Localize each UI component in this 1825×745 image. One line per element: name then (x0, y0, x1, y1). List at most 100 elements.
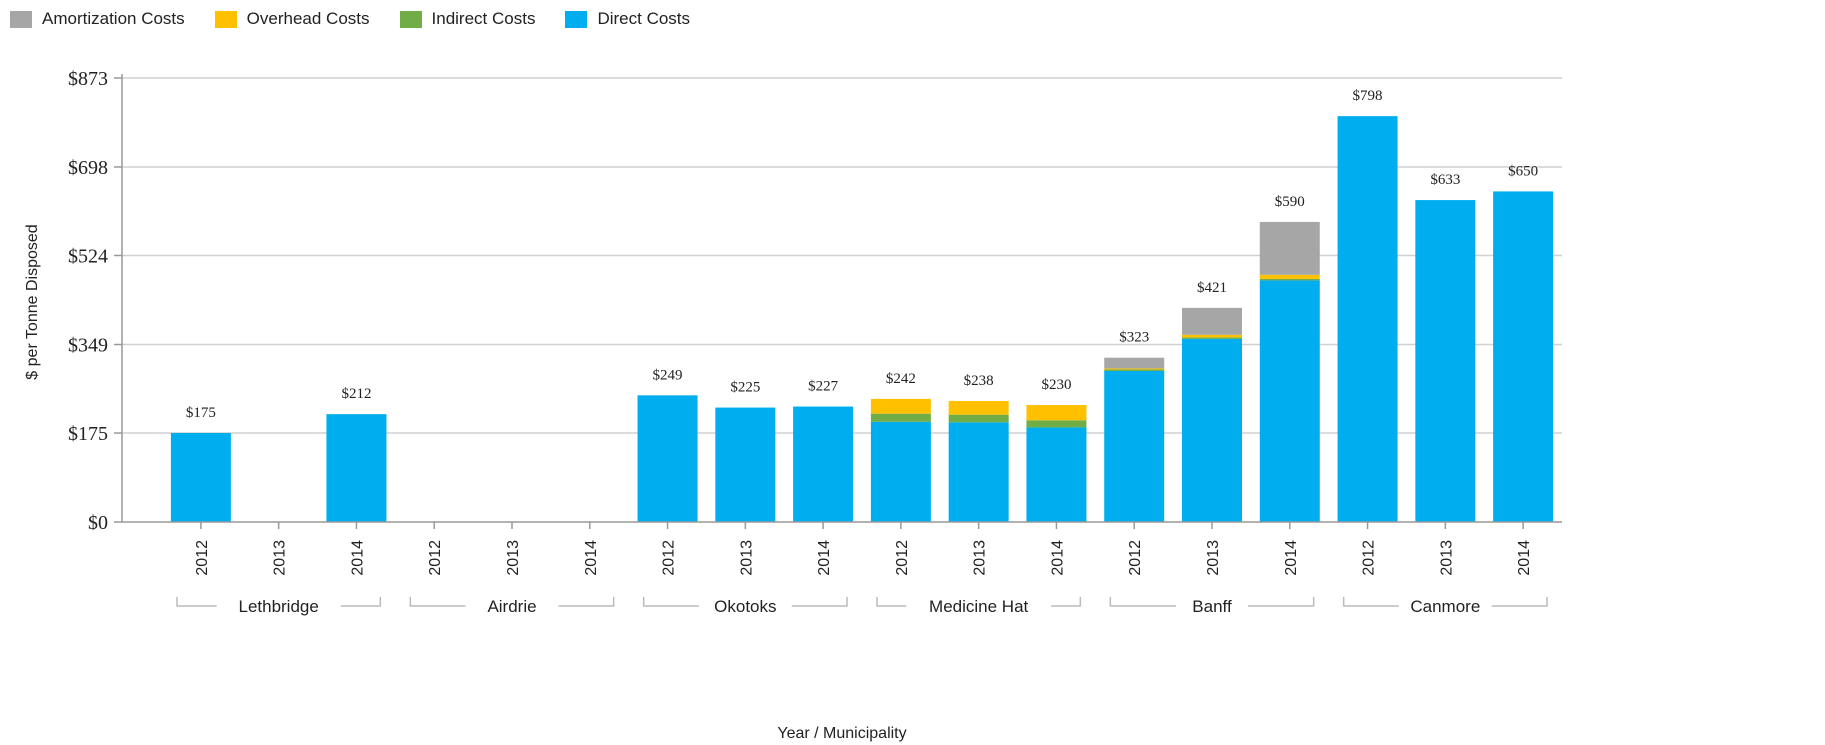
axes (114, 74, 1562, 607)
x-axis-title: Year / Municipality (777, 725, 906, 742)
data-label-2: $212 (341, 386, 371, 402)
data-label-13: $421 (1197, 280, 1227, 296)
group-bracket-right-2 (791, 597, 848, 607)
group-label-5: Canmore (1410, 597, 1480, 616)
chart-legend: Amortization Costs Overhead Costs Indire… (10, 6, 720, 32)
data-label-7: $225 (730, 380, 760, 396)
x-year-label-8: 2014 (816, 540, 833, 576)
bar-indirect-costs-11 (1026, 420, 1087, 428)
x-year-label-7: 2013 (738, 540, 755, 576)
x-year-label-15: 2012 (1361, 540, 1378, 576)
data-label-15: $798 (1353, 88, 1383, 104)
legend-item-overhead: Overhead Costs (214, 9, 370, 29)
data-label-10: $238 (964, 373, 994, 389)
data-label-8: $227 (808, 379, 839, 395)
bar-indirect-costs-9 (870, 413, 931, 422)
data-label-12: $323 (1119, 330, 1149, 346)
bar-direct-costs-8 (793, 406, 854, 522)
x-year-label-6: 2012 (661, 540, 678, 576)
data-label-0: $175 (186, 405, 216, 421)
data-label-9: $242 (886, 371, 916, 387)
bar-direct-costs-12 (1104, 370, 1165, 522)
data-label-16: $633 (1430, 172, 1460, 188)
y-tick-label-349: $349 (68, 335, 108, 357)
data-label-14: $590 (1275, 194, 1305, 210)
legend-item-amortization: Amortization Costs (10, 9, 185, 29)
group-label-2: Okotoks (714, 597, 776, 616)
x-year-label-1: 2013 (272, 540, 289, 576)
data-label-6: $249 (653, 367, 683, 383)
x-year-label-3: 2012 (427, 540, 444, 576)
legend-swatch-overhead (214, 10, 237, 28)
bar-direct-costs-9 (870, 421, 931, 522)
bar-overhead-costs-14 (1259, 274, 1320, 279)
labels: $0 $175 $349 $524 $698 $873 $175 2012 2013 $212 20… (68, 68, 1538, 616)
group-label-1: Airdrie (487, 597, 536, 616)
bar-direct-costs-14 (1259, 280, 1320, 522)
group-bracket-right-4 (1248, 597, 1315, 607)
y-tick-label-524: $524 (68, 245, 108, 267)
x-year-label-16: 2013 (1438, 540, 1455, 576)
x-year-label-5: 2014 (583, 540, 600, 576)
group-bracket-right-0 (340, 597, 382, 607)
legend-item-indirect: Indirect Costs (399, 9, 536, 29)
y-tick-label-0: $0 (88, 512, 108, 534)
bar-indirect-costs-13 (1182, 337, 1242, 339)
legend-swatch-direct (565, 10, 588, 28)
bar-amortization-costs-12 (1104, 357, 1165, 369)
x-year-label-4: 2013 (505, 540, 522, 576)
legend-item-direct: Direct Costs (565, 9, 690, 29)
bar-direct-costs-11 (1026, 427, 1087, 522)
bar-direct-costs-10 (948, 422, 1009, 522)
bar-indirect-costs-10 (948, 414, 1009, 423)
group-bracket-right-3 (1051, 597, 1082, 607)
x-year-label-14: 2014 (1283, 540, 1300, 576)
bar-overhead-costs-10 (948, 400, 1009, 415)
bars (170, 116, 1554, 522)
group-bracket-left-3 (876, 597, 907, 607)
data-label-17: $650 (1508, 163, 1538, 179)
bar-direct-costs-0 (170, 432, 231, 522)
data-label-11: $230 (1041, 377, 1071, 393)
x-year-label-17: 2014 (1516, 540, 1533, 576)
group-bracket-left-4 (1109, 597, 1176, 607)
bar-direct-costs-17 (1493, 191, 1554, 522)
legend-label-amortization: Amortization Costs (42, 9, 185, 28)
bar-direct-costs-2 (326, 414, 387, 522)
group-bracket-left-2 (642, 597, 699, 607)
legend-label-overhead: Overhead Costs (246, 9, 370, 28)
group-bracket-left-1 (409, 597, 466, 607)
bar-overhead-costs-12 (1104, 368, 1165, 370)
bar-direct-costs-15 (1337, 116, 1398, 522)
legend-swatch-amortization (10, 10, 32, 28)
y-axis-title: $ per Tonne Disposed (24, 224, 41, 379)
legend-label-direct: Direct Costs (597, 9, 691, 28)
bar-direct-costs-13 (1182, 338, 1242, 522)
bar-direct-costs-6 (637, 395, 698, 522)
y-tick-label-873: $873 (68, 68, 108, 90)
group-bracket-right-5 (1491, 597, 1548, 607)
y-tick-label-698: $698 (68, 157, 108, 179)
bar-direct-costs-7 (715, 407, 776, 522)
bar-indirect-costs-14 (1259, 278, 1320, 281)
group-label-3: Medicine Hat (929, 597, 1028, 616)
group-label-4: Banff (1192, 597, 1232, 616)
x-year-label-2: 2014 (349, 540, 366, 576)
bar-amortization-costs-13 (1182, 307, 1242, 335)
bar-overhead-costs-9 (870, 398, 931, 414)
x-year-label-10: 2013 (972, 540, 989, 576)
x-year-label-0: 2012 (194, 540, 211, 576)
bar-amortization-costs-14 (1259, 221, 1320, 275)
group-bracket-left-5 (1342, 597, 1399, 607)
y-tick-label-175: $175 (68, 423, 108, 445)
x-year-label-9: 2012 (894, 540, 911, 576)
legend-swatch-indirect (399, 10, 422, 28)
x-year-label-13: 2013 (1205, 540, 1222, 576)
bar-direct-costs-16 (1415, 200, 1476, 522)
x-year-label-12: 2012 (1127, 540, 1144, 576)
legend-label-indirect: Indirect Costs (431, 9, 536, 28)
group-bracket-left-0 (176, 597, 217, 607)
bar-overhead-costs-11 (1026, 405, 1087, 421)
group-label-0: Lethbridge (238, 597, 318, 616)
